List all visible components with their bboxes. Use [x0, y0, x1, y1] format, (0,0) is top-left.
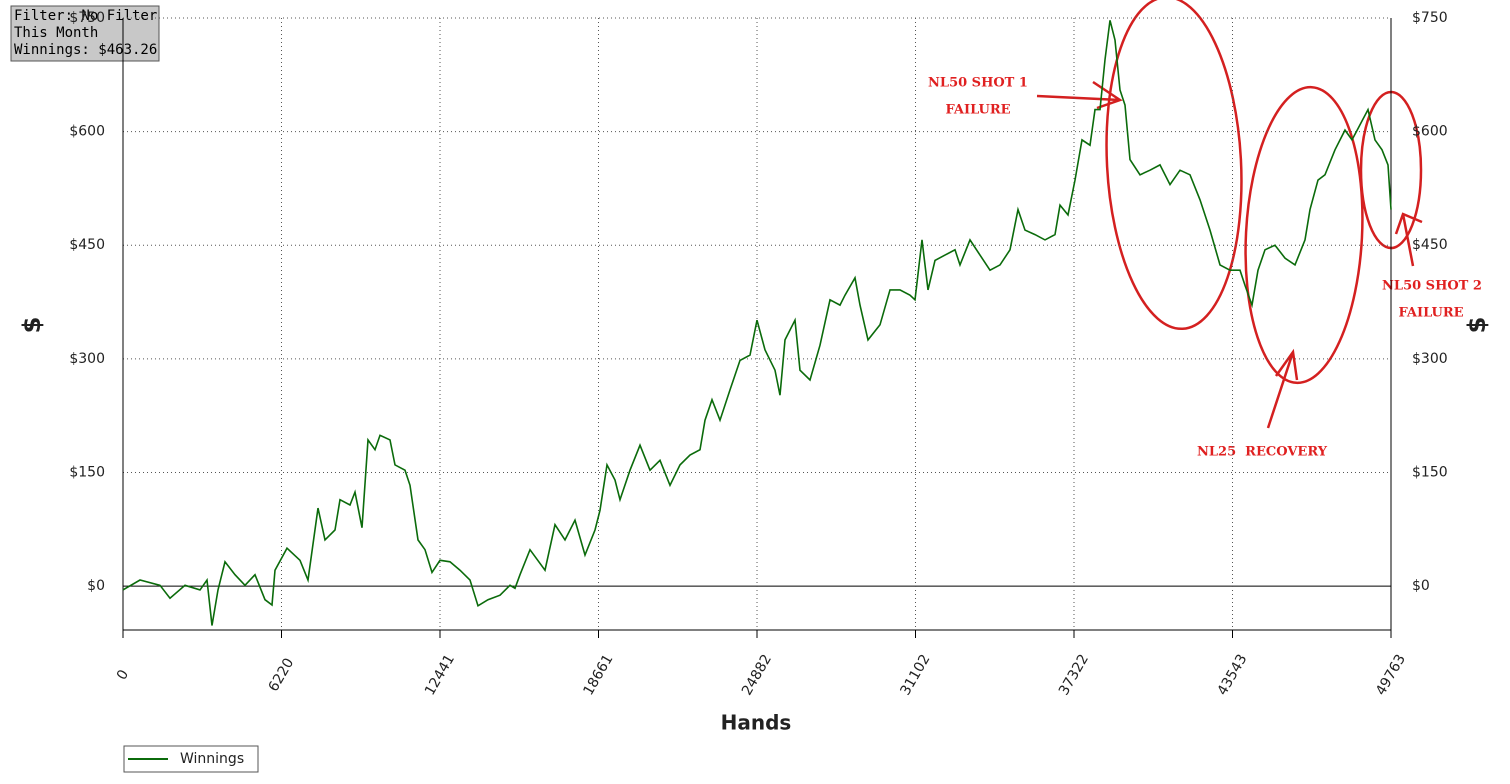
info-box	[10, 5, 160, 62]
y2-tick-label: $150	[1412, 464, 1448, 480]
x-tick-label: 31102	[897, 652, 933, 699]
info-line: This Month	[14, 25, 98, 41]
y2-tick-label: $0	[1412, 578, 1430, 594]
y-axis-label: $	[18, 317, 46, 334]
x-tick-label: 6220	[266, 656, 298, 695]
y2-tick-label: $600	[1412, 124, 1448, 140]
x-tick-label: 43543	[1214, 652, 1250, 699]
y-tick-label: $600	[69, 124, 105, 140]
series-line	[122, 20, 1392, 626]
y-tick-label: $300	[69, 351, 105, 367]
y-tick-label: $0	[87, 578, 105, 594]
x-tick-label: 24882	[739, 652, 775, 699]
y2-tick-label: $750	[1412, 10, 1448, 26]
info-line: Winnings: $463.26	[14, 42, 157, 58]
y2-tick-label: $300	[1412, 351, 1448, 367]
y-tick-label: $450	[69, 237, 105, 253]
y-tick-label: $150	[69, 464, 105, 480]
y2-axis-label: $	[1463, 317, 1491, 334]
legend-label: Winnings	[180, 751, 244, 767]
x-tick-label: 0	[114, 667, 132, 683]
annotation-shapes	[1036, 0, 1423, 429]
x-axis-label: Hands	[721, 711, 792, 735]
annotation: FAILURE	[945, 103, 1010, 118]
x-tick-label: 12441	[422, 652, 458, 699]
info-line: Filter: No Filter	[14, 8, 157, 24]
y-tick-label: $750	[69, 10, 105, 26]
x-tick-label: 49763	[1373, 652, 1409, 699]
annotation: NL50 SHOT 2	[1382, 279, 1482, 294]
y2-tick-label: $450	[1412, 237, 1448, 253]
x-tick-label: 37322	[1056, 652, 1092, 699]
annotation: FAILURE	[1398, 306, 1463, 321]
x-tick-label: 18661	[580, 652, 616, 699]
annotation: NL25 RECOVERY	[1197, 445, 1328, 460]
annotation: NL50 SHOT 1	[928, 76, 1028, 91]
